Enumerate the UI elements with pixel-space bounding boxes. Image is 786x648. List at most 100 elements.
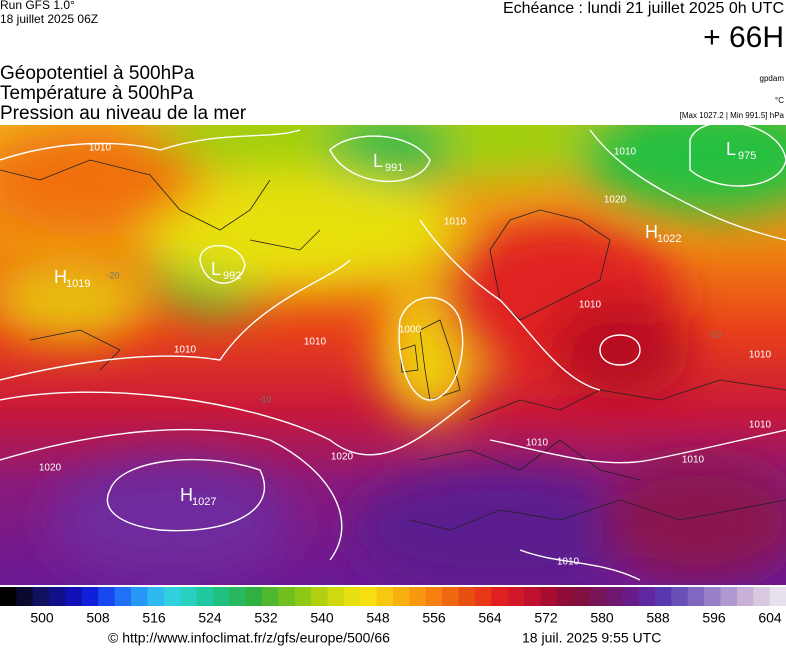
timestamp: 18 juil. 2025 9:55 UTC <box>522 630 661 646</box>
isobar-label: 1010 <box>682 455 705 466</box>
color-swatch <box>409 587 427 606</box>
unit: gpdam <box>760 74 785 83</box>
colorbar-label: 572 <box>534 610 558 626</box>
isobar-label: 1010 <box>557 557 580 568</box>
color-swatch <box>393 587 410 606</box>
pressure-center-value: 992 <box>223 270 241 282</box>
pressure-center-letter: L <box>373 151 383 171</box>
pressure-center-value: 975 <box>738 150 756 162</box>
color-swatch <box>32 587 50 606</box>
color-swatch <box>163 587 181 606</box>
color-swatch <box>262 587 279 606</box>
color-swatch <box>180 587 197 606</box>
color-swatch <box>327 587 345 606</box>
unit: °C <box>775 96 784 105</box>
color-swatch <box>589 587 607 606</box>
isobar-label: 1010 <box>304 337 327 348</box>
run-label: Run GFS 1.0° <box>0 0 75 12</box>
source-url: © http://www.infoclimat.fr/z/gfs/europe/… <box>108 630 390 646</box>
color-swatch <box>622 587 640 606</box>
color-swatch <box>131 587 148 606</box>
layer-title: Géopotentiel à 500hPa <box>0 63 195 84</box>
color-swatch <box>294 587 312 606</box>
color-swatch <box>196 587 214 606</box>
color-swatch <box>229 587 247 606</box>
isobar-label: 1010 <box>89 143 112 154</box>
color-swatch <box>458 587 476 606</box>
unit: [Max 1027.2 | Min 991.5] hPa <box>680 111 785 120</box>
layer-title: Température à 500hPa <box>0 83 194 104</box>
pressure-center-letter: L <box>211 259 221 279</box>
color-swatch <box>671 587 689 606</box>
color-swatch <box>540 587 558 606</box>
isobar-label: 1010 <box>526 438 549 449</box>
map <box>0 125 786 585</box>
colorbar-label: 500 <box>30 610 54 626</box>
color-swatch <box>425 587 443 606</box>
temperature-label: -10 <box>258 394 271 404</box>
color-swatch <box>704 587 721 606</box>
color-swatch <box>81 587 99 606</box>
color-swatch <box>442 587 459 606</box>
run-date: 18 juillet 2025 06Z <box>0 12 98 26</box>
color-swatch <box>147 587 165 606</box>
colorbar-label: 532 <box>254 610 278 626</box>
isobar-label: 1010 <box>749 420 772 431</box>
color-swatch <box>507 587 525 606</box>
colorbar-label: 604 <box>758 610 782 626</box>
color-swatch <box>736 587 754 606</box>
color-swatch <box>573 587 590 606</box>
pressure-center-value: 991 <box>385 162 403 174</box>
color-swatch <box>311 587 328 606</box>
color-swatch <box>474 587 492 606</box>
pressure-center-letter: H <box>180 485 193 505</box>
forecast-time: Echéance : lundi 21 juillet 2025 0h UTC <box>503 0 784 17</box>
color-swatch <box>212 587 230 606</box>
colorbar-label: 508 <box>86 610 110 626</box>
layer-title: Pression au niveau de la mer <box>0 103 247 124</box>
color-swatch <box>0 587 17 606</box>
colorbar-label: 548 <box>366 610 390 626</box>
isobar-label: 1010 <box>174 345 197 356</box>
color-swatch <box>753 587 771 606</box>
pressure-center-letter: L <box>726 139 736 159</box>
isobar-label: 1010 <box>444 217 467 228</box>
colorbar-label: 556 <box>422 610 446 626</box>
colorbar-label: 580 <box>590 610 614 626</box>
color-swatch <box>343 587 361 606</box>
color-swatch <box>605 587 623 606</box>
colorbar-label: 524 <box>198 610 222 626</box>
isobar-label: 1010 <box>749 350 772 361</box>
color-swatch <box>687 587 705 606</box>
isobar-label: 1020 <box>604 195 627 206</box>
color-swatch <box>720 587 738 606</box>
pressure-center-value: 1019 <box>66 278 90 290</box>
pressure-center-value: 1022 <box>657 233 681 245</box>
colorbar-label: 564 <box>478 610 502 626</box>
color-swatch <box>360 587 378 606</box>
temperature-label: -10 <box>708 329 721 339</box>
color-swatch <box>114 587 132 606</box>
color-swatch <box>769 587 786 606</box>
color-swatch <box>98 587 116 606</box>
isobar-label: 1020 <box>331 452 354 463</box>
pressure-center-value: 1027 <box>192 496 216 508</box>
colorbar-label: 588 <box>646 610 670 626</box>
color-swatch <box>491 587 509 606</box>
color-swatch <box>278 587 296 606</box>
color-swatch <box>65 587 83 606</box>
color-swatch <box>376 587 394 606</box>
color-swatch <box>524 587 541 606</box>
temperature-label: -20 <box>106 270 119 280</box>
color-swatch <box>245 587 263 606</box>
colorbar-label: 596 <box>702 610 726 626</box>
isobar-label: 1020 <box>39 463 62 474</box>
color-swatch <box>16 587 34 606</box>
colorbar <box>0 587 786 606</box>
pressure-center-letter: H <box>54 267 67 287</box>
colorbar-label: 540 <box>310 610 334 626</box>
color-swatch <box>556 587 574 606</box>
isobar-label: 1000 <box>399 325 422 336</box>
color-swatch <box>638 587 656 606</box>
